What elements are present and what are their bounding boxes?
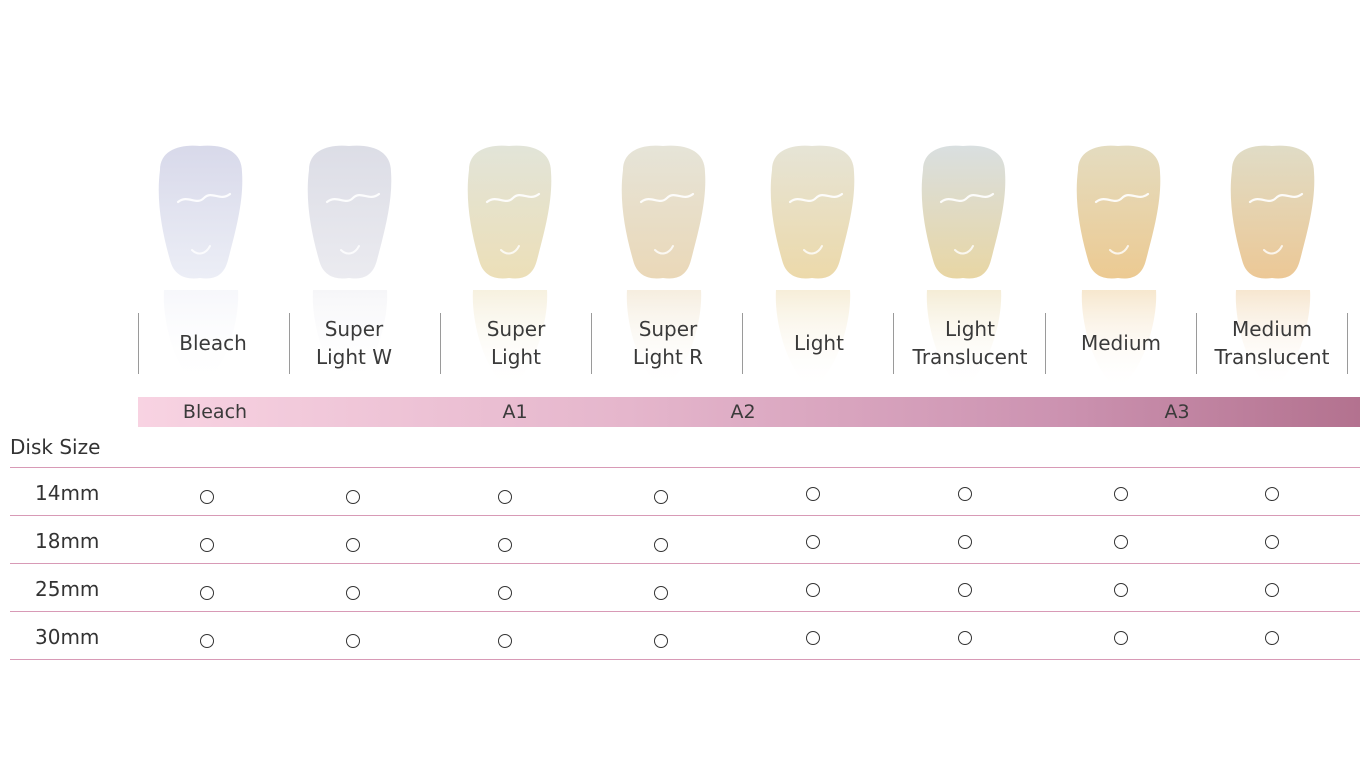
availability-mark	[1265, 487, 1279, 501]
column-divider	[742, 313, 743, 374]
availability-mark	[654, 586, 668, 600]
tooth-image-3	[459, 140, 559, 390]
disk-size-label: 30mm	[35, 625, 100, 649]
disk-size-label: 18mm	[35, 529, 100, 553]
availability-mark	[1114, 487, 1128, 501]
column-divider	[138, 313, 139, 374]
shade-group-label: A1	[502, 401, 528, 423]
shade-group-label: A3	[1164, 401, 1190, 423]
column-divider	[1196, 313, 1197, 374]
availability-mark	[654, 490, 668, 504]
disk-size-title: Disk Size	[10, 435, 101, 459]
tooth-image-7	[1068, 140, 1168, 390]
column-divider	[289, 313, 290, 374]
availability-mark	[346, 634, 360, 648]
availability-mark	[1114, 631, 1128, 645]
tooth-image-5	[762, 140, 862, 390]
availability-mark	[806, 487, 820, 501]
shade-label-8: Medium Translucent	[1214, 317, 1330, 369]
tooth-image-1	[150, 140, 250, 390]
tooth-image-6	[913, 140, 1013, 390]
table-row-divider	[10, 611, 1360, 612]
availability-mark	[806, 583, 820, 597]
shade-label-3: Super Light	[486, 317, 546, 369]
shade-gradient-bar: Bleach A1 A2 A3	[138, 397, 1360, 427]
availability-mark	[1114, 535, 1128, 549]
column-divider	[1045, 313, 1046, 374]
shade-group-label: A2	[730, 401, 756, 423]
shade-group-label: Bleach	[182, 401, 248, 423]
availability-mark	[200, 634, 214, 648]
availability-mark	[654, 634, 668, 648]
tooth-image-4	[613, 140, 713, 390]
shade-label-2: Super Light W	[315, 317, 393, 369]
availability-mark	[346, 490, 360, 504]
availability-mark	[958, 583, 972, 597]
column-divider	[591, 313, 592, 374]
shade-label-1: Bleach	[179, 331, 247, 355]
tooth-image-2	[299, 140, 399, 390]
availability-mark	[1114, 583, 1128, 597]
disk-size-label: 14mm	[35, 481, 100, 505]
availability-mark	[1265, 583, 1279, 597]
availability-mark	[958, 631, 972, 645]
shade-label-7: Medium	[1081, 331, 1161, 355]
availability-mark	[346, 538, 360, 552]
availability-mark	[498, 634, 512, 648]
availability-mark	[958, 535, 972, 549]
availability-mark	[200, 490, 214, 504]
availability-mark	[498, 586, 512, 600]
availability-mark	[1265, 631, 1279, 645]
shade-label-5: Light	[794, 331, 844, 355]
availability-mark	[200, 538, 214, 552]
table-row-divider	[10, 515, 1360, 516]
table-row-divider	[10, 659, 1360, 660]
table-row-divider	[10, 467, 1360, 468]
availability-mark	[200, 586, 214, 600]
column-divider	[440, 313, 441, 374]
availability-mark	[654, 538, 668, 552]
availability-mark	[498, 490, 512, 504]
shade-label-4: Super Light R	[632, 317, 704, 369]
tooth-image-8	[1222, 140, 1322, 390]
availability-mark	[958, 487, 972, 501]
column-divider	[893, 313, 894, 374]
table-row-divider	[10, 563, 1360, 564]
column-divider	[1347, 313, 1348, 374]
availability-mark	[498, 538, 512, 552]
availability-mark	[806, 535, 820, 549]
availability-mark	[346, 586, 360, 600]
availability-mark	[1265, 535, 1279, 549]
availability-mark	[806, 631, 820, 645]
shade-label-6: Light Translucent	[912, 317, 1028, 369]
disk-size-label: 25mm	[35, 577, 100, 601]
